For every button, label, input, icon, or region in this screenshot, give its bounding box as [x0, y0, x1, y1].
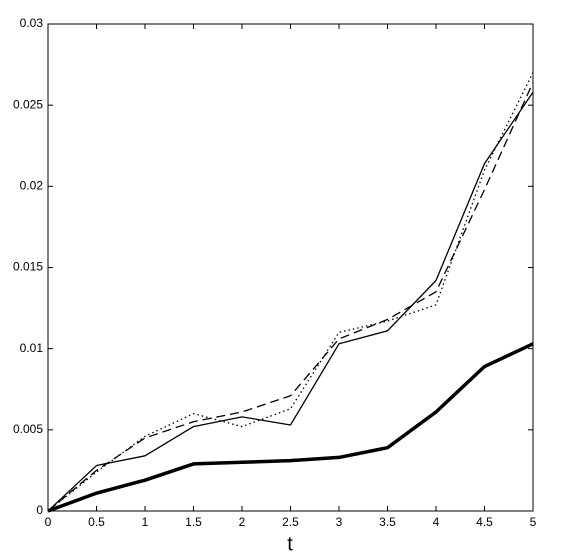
y-tick-label: 0.025 — [13, 97, 43, 111]
y-tick-label: 0.005 — [13, 422, 43, 436]
y-tick-label: 0.01 — [20, 341, 44, 355]
y-tick-label: 0.03 — [20, 16, 44, 30]
y-tick-label: 0 — [36, 503, 43, 517]
x-tick-label: 5 — [530, 515, 537, 529]
series-line — [47, 91, 534, 512]
x-tick-label: 1.5 — [185, 515, 202, 529]
x-tick-label: 2.5 — [282, 515, 299, 529]
y-tick-label: 0.015 — [13, 260, 43, 274]
x-tick-label: 1 — [142, 515, 149, 529]
x-axis-label: t — [287, 533, 293, 555]
x-tick-label: 3 — [336, 515, 343, 529]
x-tick-label: 0.5 — [88, 515, 105, 529]
y-tick-label: 0.02 — [20, 179, 44, 193]
series-line — [47, 342, 534, 513]
x-tick-label: 4.5 — [476, 515, 493, 529]
x-tick-label: 4 — [433, 515, 440, 529]
x-tick-label: 0 — [45, 515, 52, 529]
x-tick-label: 2 — [239, 515, 246, 529]
series-line — [47, 82, 534, 512]
x-tick-label: 3.5 — [379, 515, 396, 529]
